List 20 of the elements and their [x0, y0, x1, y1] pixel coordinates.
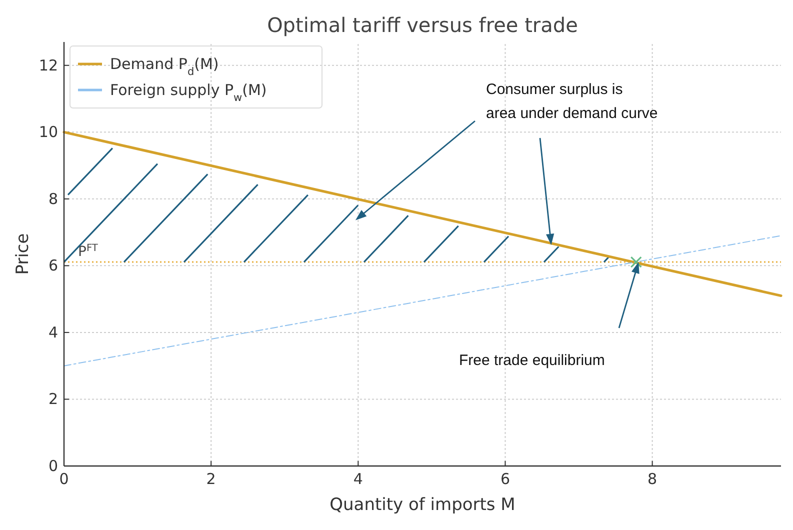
y-axis-title: Price	[13, 233, 33, 275]
y-tick-label: 8	[48, 190, 58, 208]
y-tick-label: 12	[38, 56, 58, 74]
y-tick-label: 10	[38, 123, 58, 142]
chart-title: Optimal tariff versus free trade	[267, 13, 578, 37]
x-tick-label: 4	[353, 470, 363, 488]
ref-line-label: P$^{FT}$	[78, 242, 99, 260]
y-tick-label: 6	[48, 256, 58, 275]
legend-label: Foreign supply P$_{w}$(M)	[110, 81, 267, 104]
x-tick-label: 2	[206, 470, 216, 488]
x-tick-label: 6	[500, 470, 510, 488]
x-axis-title: Quantity of imports M	[330, 495, 516, 515]
x-tick-label: 8	[648, 470, 658, 488]
x-tick-label: 0	[59, 470, 69, 488]
y-tick-label: 2	[48, 390, 58, 408]
annotation: Free trade equilibrium	[459, 352, 605, 369]
y-tick-label: 0	[48, 457, 58, 475]
y-tick-label: 4	[48, 323, 58, 342]
annotation: Consumer surplus is area under demand curve	[486, 81, 658, 122]
legend-label: Demand P$_{d}$(M)	[110, 55, 219, 78]
